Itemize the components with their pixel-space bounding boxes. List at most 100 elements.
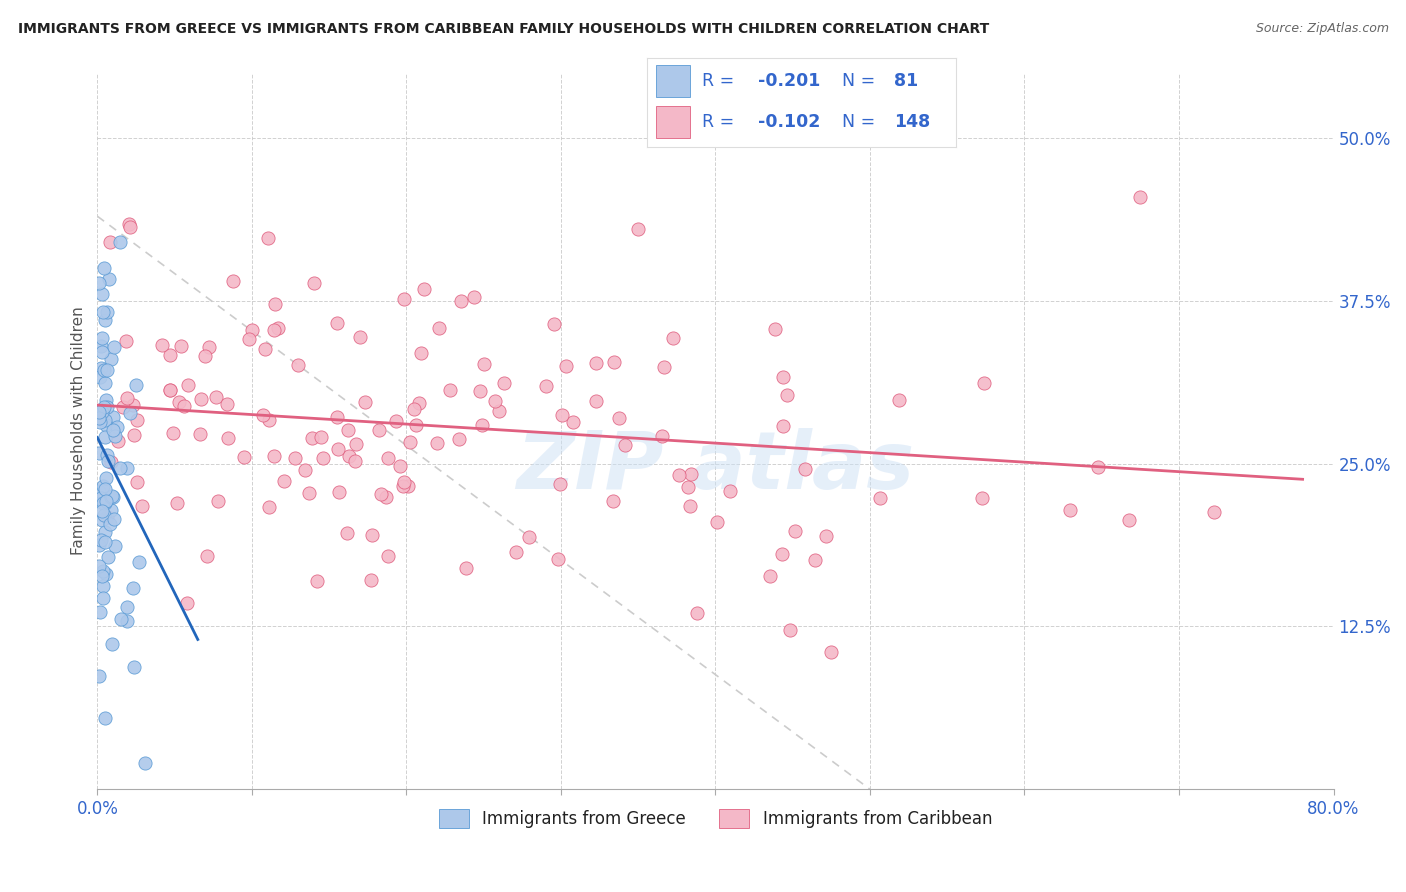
- Point: [337, 449, 360, 463]
- Point: [368, 423, 391, 437]
- Point: [100, 455, 122, 469]
- Point: [759, 568, 782, 582]
- Point: [585, 393, 607, 408]
- Point: [89, 605, 111, 619]
- Point: [259, 413, 281, 427]
- Point: [124, 428, 146, 442]
- Text: 81: 81: [894, 71, 918, 90]
- Point: [385, 414, 408, 428]
- Point: [100, 502, 122, 516]
- Point: [484, 394, 506, 409]
- Point: [94, 313, 117, 327]
- Point: [763, 322, 786, 336]
- Point: [718, 483, 741, 498]
- Point: [110, 612, 132, 626]
- Point: [94, 482, 117, 496]
- Point: [427, 321, 450, 335]
- Point: [328, 442, 350, 456]
- Point: [198, 340, 221, 354]
- Point: [488, 404, 510, 418]
- Point: [190, 426, 212, 441]
- Point: [449, 432, 471, 446]
- Text: IMMIGRANTS FROM GREECE VS IMMIGRANTS FROM CARIBBEAN FAMILY HOUSEHOLDS WITH CHILD: IMMIGRANTS FROM GREECE VS IMMIGRANTS FRO…: [18, 22, 990, 37]
- Point: [354, 394, 377, 409]
- Point: [89, 416, 111, 430]
- Point: [360, 573, 382, 587]
- Point: [90, 533, 112, 547]
- Point: [104, 429, 127, 443]
- Point: [543, 318, 565, 332]
- Point: [93, 363, 115, 377]
- Point: [668, 467, 690, 482]
- Point: [297, 485, 319, 500]
- Point: [374, 490, 396, 504]
- Point: [90, 345, 112, 359]
- Point: [377, 549, 399, 563]
- Point: [450, 293, 472, 308]
- Text: R =: R =: [703, 112, 740, 131]
- Point: [91, 569, 114, 583]
- Point: [492, 376, 515, 391]
- Point: [370, 486, 392, 500]
- Point: [887, 392, 910, 407]
- Point: [94, 417, 117, 432]
- Text: ZIP atlas: ZIP atlas: [516, 428, 914, 506]
- Point: [170, 339, 193, 353]
- Point: [627, 222, 650, 236]
- Point: [103, 540, 125, 554]
- Point: [167, 395, 190, 409]
- Point: [176, 596, 198, 610]
- Point: [238, 332, 260, 346]
- FancyBboxPatch shape: [657, 65, 690, 97]
- Point: [150, 338, 173, 352]
- Point: [439, 384, 461, 398]
- Point: [98, 235, 121, 250]
- Point: [94, 710, 117, 724]
- Point: [686, 607, 709, 621]
- Point: [121, 399, 143, 413]
- Point: [253, 342, 276, 356]
- Point: [87, 669, 110, 683]
- Point: [94, 496, 117, 510]
- Point: [869, 491, 891, 506]
- Point: [103, 409, 125, 424]
- Point: [785, 524, 807, 538]
- Point: [159, 348, 181, 362]
- Point: [678, 480, 700, 494]
- Point: [232, 450, 254, 465]
- Point: [562, 415, 585, 429]
- Point: [114, 334, 136, 348]
- Point: [409, 346, 432, 360]
- Point: [1204, 505, 1226, 519]
- Point: [252, 408, 274, 422]
- Point: [134, 756, 156, 771]
- Point: [94, 413, 117, 427]
- Point: [87, 411, 110, 425]
- Point: [770, 547, 793, 561]
- Point: [602, 354, 624, 368]
- Point: [91, 405, 114, 419]
- Point: [101, 637, 124, 651]
- Point: [90, 331, 112, 345]
- Point: [111, 400, 134, 414]
- Point: [100, 489, 122, 503]
- Point: [585, 356, 607, 370]
- Point: [115, 600, 138, 615]
- Point: [125, 378, 148, 392]
- Point: [93, 260, 115, 275]
- Point: [87, 276, 110, 290]
- Point: [94, 430, 117, 444]
- Point: [706, 515, 728, 529]
- Point: [90, 491, 112, 506]
- Point: [312, 450, 335, 465]
- Point: [93, 400, 115, 414]
- Point: [217, 397, 239, 411]
- Point: [454, 560, 477, 574]
- Point: [96, 363, 118, 377]
- Point: [94, 535, 117, 549]
- Point: [100, 352, 122, 367]
- Point: [97, 272, 120, 286]
- Point: [505, 545, 527, 559]
- Point: [115, 391, 138, 405]
- Point: [115, 614, 138, 628]
